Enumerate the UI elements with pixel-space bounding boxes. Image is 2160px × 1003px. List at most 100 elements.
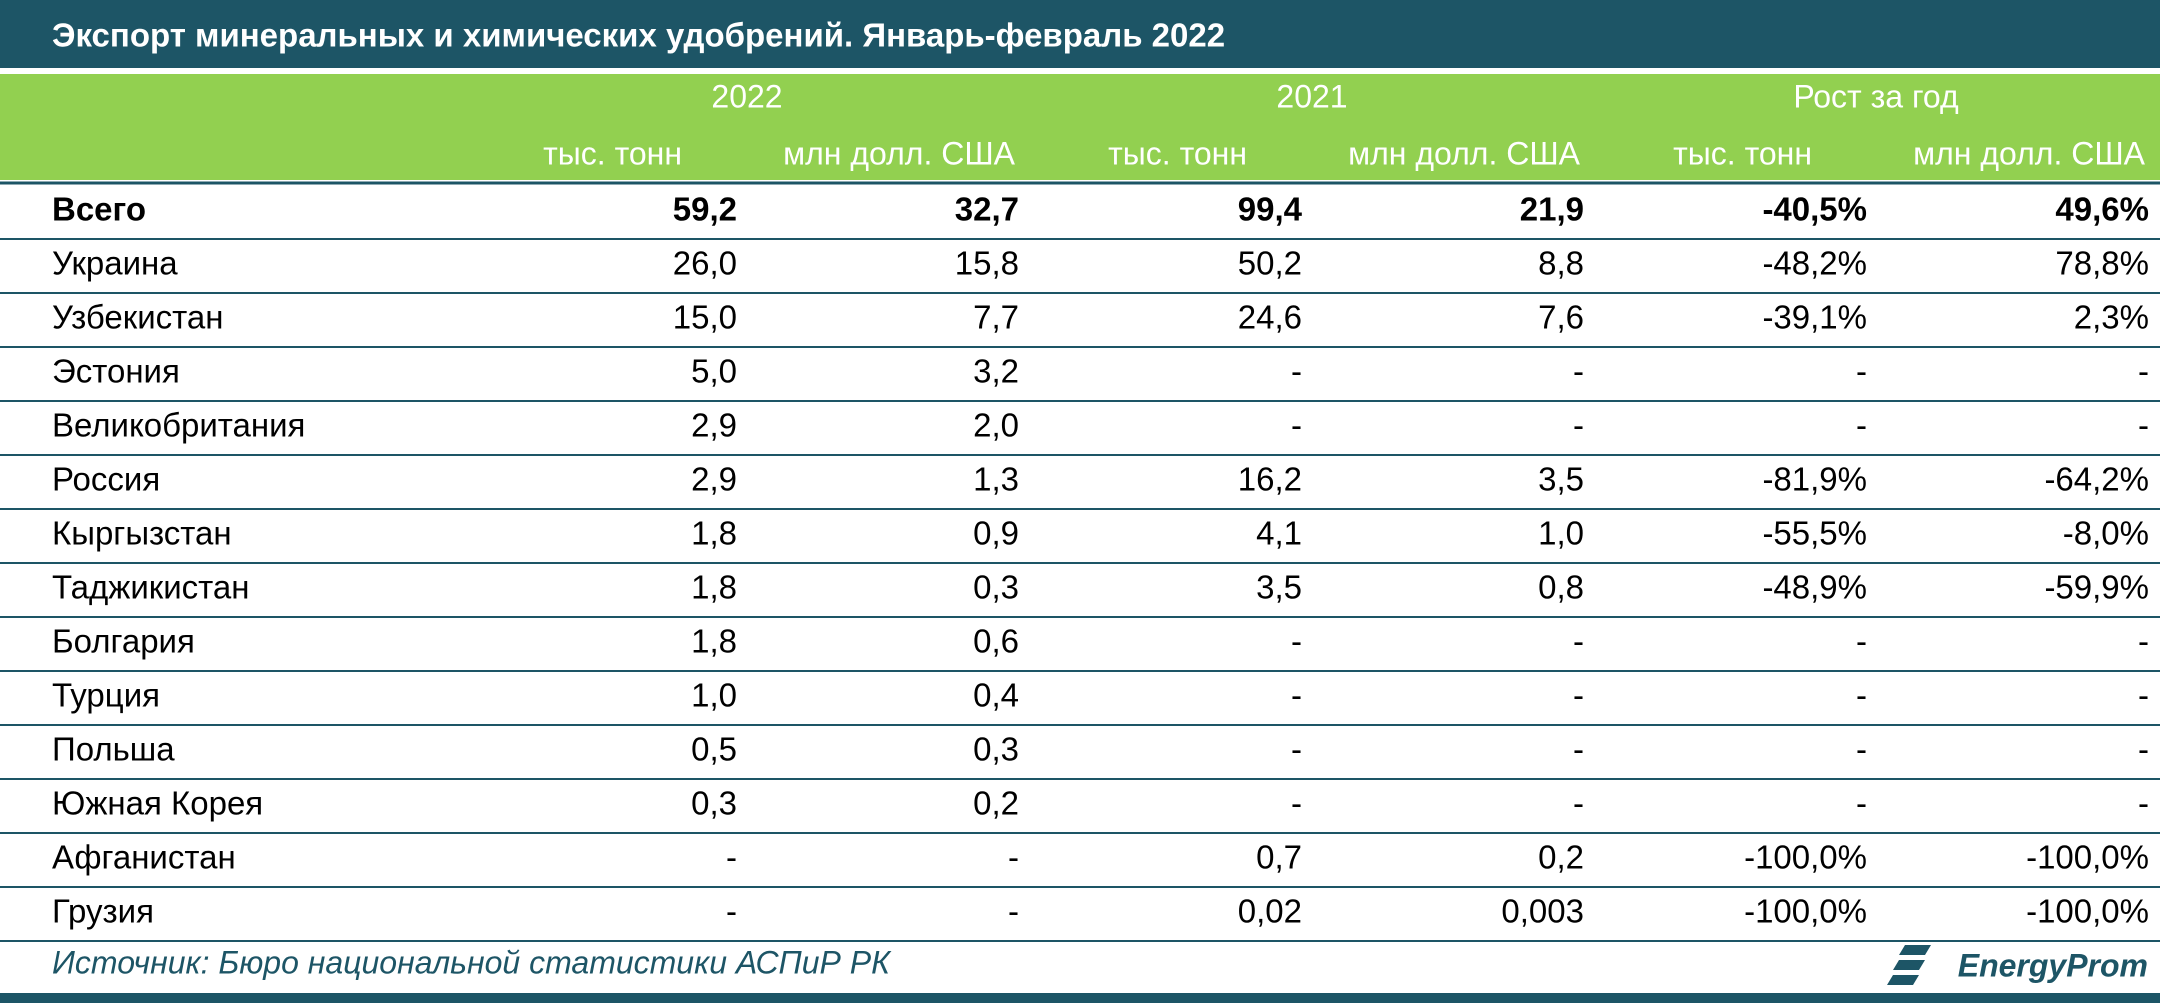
cell: -: [2138, 677, 2149, 714]
cell: -: [726, 893, 737, 930]
cell: -: [1573, 407, 1584, 444]
cell: -: [1856, 731, 1867, 768]
cell: -100,0%: [1744, 893, 1867, 930]
cell: -100,0%: [2026, 839, 2149, 876]
cell: 0,3: [973, 731, 1019, 768]
cell: 16,2: [1238, 461, 1302, 498]
cell: 0,3: [973, 569, 1019, 606]
cell: 1,0: [1538, 515, 1584, 552]
cell: -: [726, 839, 737, 876]
cell: 21,9: [1520, 191, 1584, 228]
cell: -: [1291, 677, 1302, 714]
cell: -55,5%: [1762, 515, 1867, 552]
cell: -: [1856, 407, 1867, 444]
unit-header: тыс. тонн: [1673, 135, 1812, 171]
cell: 0,7: [1256, 839, 1302, 876]
cell: 0,8: [1538, 569, 1584, 606]
cell: 26,0: [673, 245, 737, 282]
cell: -48,9%: [1762, 569, 1867, 606]
cell: -100,0%: [2026, 893, 2149, 930]
cell: 1,8: [691, 569, 737, 606]
cell: 2,9: [691, 407, 737, 444]
unit-header: млн долл. США: [1913, 135, 2146, 171]
cell: 7,7: [973, 299, 1019, 336]
cell: -: [1008, 839, 1019, 876]
cell: 50,2: [1238, 245, 1302, 282]
logo: EnergyProm: [1887, 945, 2148, 985]
row-label: Узбекистан: [52, 299, 223, 336]
cell: 1,8: [691, 623, 737, 660]
cell: 99,4: [1238, 191, 1303, 228]
cell: 0,5: [691, 731, 737, 768]
row-label: Украина: [52, 245, 178, 282]
cell: 15,8: [955, 245, 1019, 282]
cell: 0,4: [973, 677, 1019, 714]
cell: 8,8: [1538, 245, 1584, 282]
cell: -: [1291, 623, 1302, 660]
cell: -100,0%: [1744, 839, 1867, 876]
cell: -: [1573, 677, 1584, 714]
row-label: Афганистан: [52, 839, 236, 876]
title: Экспорт минеральных и химических удобрен…: [52, 17, 1225, 54]
cell: 49,6%: [2055, 191, 2149, 228]
cell: -: [2138, 785, 2149, 822]
cell: -: [1573, 785, 1584, 822]
row-label: Эстония: [52, 353, 180, 390]
cell: -: [1573, 731, 1584, 768]
cell: -40,5%: [1762, 191, 1867, 228]
row-label: Болгария: [52, 623, 195, 660]
group-header: 2022: [711, 78, 782, 114]
cell: 3,2: [973, 353, 1019, 390]
cell: 3,5: [1256, 569, 1302, 606]
cell: -81,9%: [1762, 461, 1867, 498]
cell: 7,6: [1538, 299, 1584, 336]
cell: 0,2: [973, 785, 1019, 822]
cell: -39,1%: [1762, 299, 1867, 336]
cell: 2,3%: [2074, 299, 2149, 336]
row-label: Кыргызстан: [52, 515, 232, 552]
unit-header: тыс. тонн: [543, 135, 682, 171]
cell: 78,8%: [2055, 245, 2149, 282]
row-label: Таджикистан: [52, 569, 249, 606]
cell: -: [1008, 893, 1019, 930]
cell: -: [2138, 731, 2149, 768]
cell: 2,9: [691, 461, 737, 498]
cell: 1,3: [973, 461, 1019, 498]
cell: 24,6: [1238, 299, 1302, 336]
cell: -: [1856, 677, 1867, 714]
row-label: Россия: [52, 461, 160, 498]
row-label: Грузия: [52, 893, 154, 930]
cell: -: [1856, 623, 1867, 660]
cell: 0,2: [1538, 839, 1584, 876]
logo-icon: [1887, 945, 1931, 985]
cell: -: [2138, 407, 2149, 444]
cell: -: [1291, 785, 1302, 822]
row-label: Великобритания: [52, 407, 305, 444]
row-label: Южная Корея: [52, 785, 263, 822]
cell: -: [1573, 623, 1584, 660]
cell: -: [1856, 353, 1867, 390]
cell: -: [1291, 731, 1302, 768]
cell: 59,2: [673, 191, 737, 228]
row-label: Всего: [52, 191, 146, 228]
source: Источник: Бюро национальной статистики А…: [52, 944, 892, 980]
cell: 0,003: [1501, 893, 1584, 930]
row-label: Турция: [52, 677, 160, 714]
cell: -64,2%: [2044, 461, 2149, 498]
cell: -48,2%: [1762, 245, 1867, 282]
cell: 0,02: [1238, 893, 1302, 930]
cell: 32,7: [955, 191, 1019, 228]
unit-header: млн долл. США: [783, 135, 1016, 171]
cell: -: [1291, 407, 1302, 444]
cell: -8,0%: [2063, 515, 2149, 552]
cell: 5,0: [691, 353, 737, 390]
cell: -: [1573, 353, 1584, 390]
group-header: Рост за год: [1793, 78, 1959, 114]
title-bar: [0, 0, 2160, 68]
cell: -: [2138, 623, 2149, 660]
cell: 2,0: [973, 407, 1019, 444]
cell: 3,5: [1538, 461, 1584, 498]
unit-header: млн долл. США: [1348, 135, 1581, 171]
logo-text: EnergyProm: [1958, 947, 2148, 983]
